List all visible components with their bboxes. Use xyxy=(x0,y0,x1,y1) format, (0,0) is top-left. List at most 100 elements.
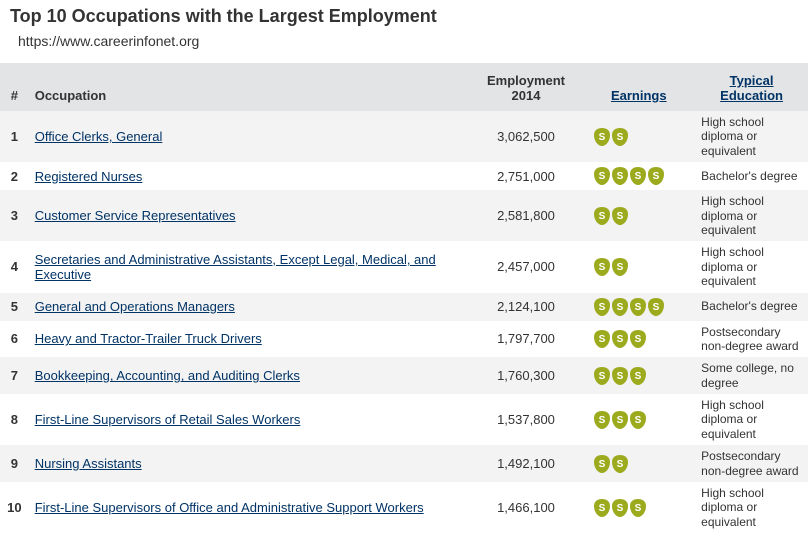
employment-cell: 3,062,500 xyxy=(470,111,583,162)
earnings-coin-icon: S xyxy=(592,166,612,186)
employment-cell: 1,537,800 xyxy=(470,394,583,445)
svg-text:S: S xyxy=(635,302,642,313)
table-row: 1Office Clerks, General3,062,500SSHigh s… xyxy=(0,111,808,162)
svg-text:S: S xyxy=(617,302,624,313)
earnings-cell: SSSS xyxy=(582,293,695,321)
svg-text:S: S xyxy=(599,503,606,514)
employment-cell: 2,457,000 xyxy=(470,241,583,292)
earnings-coin-icon: S xyxy=(628,410,648,430)
occupation-link[interactable]: Bookkeeping, Accounting, and Auditing Cl… xyxy=(35,368,300,383)
svg-text:S: S xyxy=(617,371,624,382)
employment-cell: 1,492,100 xyxy=(470,445,583,482)
occupation-cell: First-Line Supervisors of Office and Adm… xyxy=(29,482,470,533)
svg-text:S: S xyxy=(599,211,606,222)
rank-cell: 1 xyxy=(0,111,29,162)
earnings-coin-icon: S xyxy=(610,410,630,430)
col-education: Typical Education xyxy=(695,63,808,111)
earnings-coin-icon: S xyxy=(592,257,612,277)
occupation-link[interactable]: Office Clerks, General xyxy=(35,129,163,144)
table-row: 9 Nursing Assistants 1,492,100SSPostsecond… xyxy=(0,445,808,482)
svg-text:S: S xyxy=(635,334,642,345)
earnings-coin-icon: S xyxy=(628,329,648,349)
table-header-row: # Occupation Employment 2014 Earnings Ty… xyxy=(0,63,808,111)
education-cell: High school diploma or equivalent xyxy=(695,241,808,292)
svg-text:S: S xyxy=(599,262,606,273)
occupation-cell: Customer Service Representatives xyxy=(29,190,470,241)
earnings-cell: SSSS xyxy=(582,162,695,190)
col-employment: Employment 2014 xyxy=(470,63,583,111)
svg-text:S: S xyxy=(653,302,660,313)
rank-cell: 3 xyxy=(0,190,29,241)
earnings-cell: SSS xyxy=(582,394,695,445)
earnings-coin-icon: S xyxy=(592,410,612,430)
table-row: 2Registered Nurses2,751,000SSSSBachelor'… xyxy=(0,162,808,190)
svg-text:S: S xyxy=(617,334,624,345)
employment-cell: 2,124,100 xyxy=(470,293,583,321)
earnings-cell: SS xyxy=(582,111,695,162)
earnings-cell: SSS xyxy=(582,321,695,358)
earnings-coin-icon: S xyxy=(628,498,648,518)
earnings-cell: SS xyxy=(582,241,695,292)
earnings-coin-icon: S xyxy=(646,297,666,317)
education-cell: Postsecondary non-degree award xyxy=(695,321,808,358)
earnings-coin-icon: S xyxy=(646,166,666,186)
employment-cell: 1,760,300 xyxy=(470,357,583,394)
occupation-link[interactable]: Registered Nurses xyxy=(35,169,143,184)
earnings-coin-icon: S xyxy=(610,366,630,386)
svg-text:S: S xyxy=(617,415,624,426)
occupation-link[interactable]: First-Line Supervisors of Retail Sales W… xyxy=(35,412,301,427)
earnings-coin-icon: S xyxy=(592,127,612,147)
education-cell: High school diploma or equivalent xyxy=(695,111,808,162)
svg-text:S: S xyxy=(617,211,624,222)
occupation-link[interactable]: General and Operations Managers xyxy=(35,299,235,314)
earnings-coin-icon: S xyxy=(592,454,612,474)
occupation-link[interactable]: Nursing Assistants xyxy=(35,456,142,471)
occupation-link[interactable]: Secretaries and Administrative Assistant… xyxy=(35,252,436,282)
earnings-coin-icon: S xyxy=(610,206,630,226)
svg-text:S: S xyxy=(617,503,624,514)
rank-cell: 8 xyxy=(0,394,29,445)
occupation-link[interactable]: First-Line Supervisors of Office and Adm… xyxy=(35,500,424,515)
earnings-coin-icon: S xyxy=(610,329,630,349)
rank-cell: 7 xyxy=(0,357,29,394)
occupation-link[interactable]: Heavy and Tractor-Trailer Truck Drivers xyxy=(35,331,262,346)
svg-text:S: S xyxy=(599,302,606,313)
table-row: 7 Bookkeeping, Accounting, and Auditing C… xyxy=(0,357,808,394)
occupation-cell: Secretaries and Administrative Assistant… xyxy=(29,241,470,292)
rank-cell: 4 xyxy=(0,241,29,292)
svg-text:S: S xyxy=(653,171,660,182)
occupation-link[interactable]: Customer Service Representatives xyxy=(35,208,236,223)
education-cell: Postsecondary non-degree award xyxy=(695,445,808,482)
earnings-coin-icon: S xyxy=(592,329,612,349)
rank-cell: 10 xyxy=(0,482,29,533)
education-header-link[interactable]: Typical Education xyxy=(720,73,783,103)
employment-cell: 2,581,800 xyxy=(470,190,583,241)
earnings-coin-icon: S xyxy=(610,297,630,317)
table-row: 4Secretaries and Administrative Assistan… xyxy=(0,241,808,292)
earnings-cell: SS xyxy=(582,445,695,482)
page-title: Top 10 Occupations with the Largest Empl… xyxy=(10,6,798,27)
earnings-coin-icon: S xyxy=(610,127,630,147)
occupations-table: # Occupation Employment 2014 Earnings Ty… xyxy=(0,63,808,533)
page-subtitle: https://www.careerinfonet.org xyxy=(10,27,798,59)
employment-cell: 1,466,100 xyxy=(470,482,583,533)
svg-text:S: S xyxy=(635,415,642,426)
svg-text:S: S xyxy=(617,171,624,182)
rank-cell: 6 xyxy=(0,321,29,358)
col-earnings: Earnings xyxy=(582,63,695,111)
occupation-cell: Bookkeeping, Accounting, and Auditing Cl… xyxy=(29,357,470,394)
svg-text:S: S xyxy=(599,415,606,426)
earnings-coin-icon: S xyxy=(592,366,612,386)
occupation-cell: First-Line Supervisors of Retail Sales W… xyxy=(29,394,470,445)
employment-cell: 1,797,700 xyxy=(470,321,583,358)
occupation-cell: Office Clerks, General xyxy=(29,111,470,162)
earnings-coin-icon: S xyxy=(628,166,648,186)
rank-cell: 9 xyxy=(0,445,29,482)
earnings-cell: SS xyxy=(582,190,695,241)
earnings-header-link[interactable]: Earnings xyxy=(611,88,667,103)
education-cell: High school diploma or equivalent xyxy=(695,190,808,241)
earnings-coin-icon: S xyxy=(628,297,648,317)
rank-cell: 2 xyxy=(0,162,29,190)
table-row: 10 First-Line Supervisors of Office and A… xyxy=(0,482,808,533)
occupation-cell: Nursing Assistants xyxy=(29,445,470,482)
